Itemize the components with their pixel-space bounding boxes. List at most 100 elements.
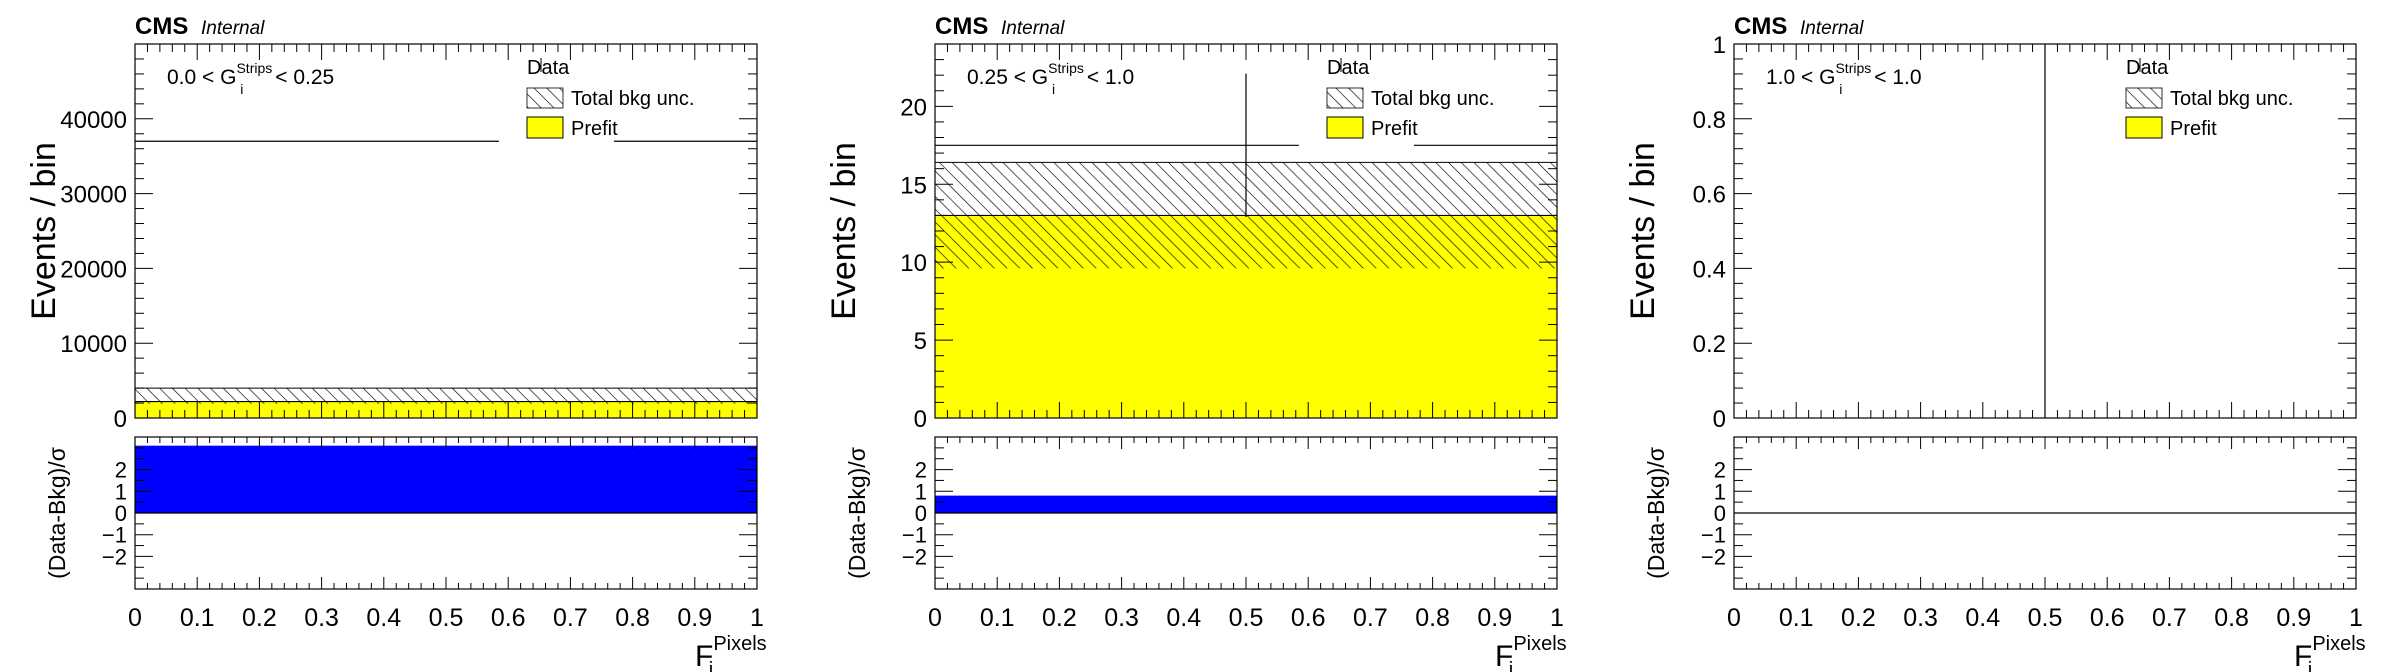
- region-label: 0.25 < GStrips i < 1.0: [967, 60, 1134, 97]
- x-tick-label: 0.1: [980, 604, 1015, 632]
- legend-unc-swatch: [1326, 87, 1364, 109]
- x-tick-label: 0.6: [2090, 604, 2125, 632]
- legend-prefit-swatch: [2125, 116, 2163, 139]
- pull-y-tick-label: 2: [1714, 458, 1726, 483]
- cms-label: CMS: [135, 13, 188, 40]
- internal-label: Internal: [201, 18, 265, 39]
- y-tick-label: 0.6: [1693, 182, 1726, 209]
- x-tick-label: 0.1: [180, 604, 215, 632]
- x-tick-label: 0.4: [1965, 604, 2000, 632]
- chart-panel-3: 0 0.2 0.4 0.6 0.8 1 Events / bin CMS Internal 1.0…: [1624, 13, 2366, 672]
- pull-bar: [135, 445, 757, 513]
- x-tick-label: 0.5: [2028, 604, 2063, 632]
- pull-y-tick-label: 1: [115, 479, 127, 504]
- legend-data-label: Data: [1327, 57, 1370, 79]
- y-tick-label: 1: [1713, 32, 1726, 59]
- region-label: 0.0 < GStrips i < 0.25: [167, 60, 334, 97]
- pull-y-tick-label: 1: [1714, 479, 1726, 504]
- legend-prefit-label: Prefit: [571, 118, 618, 140]
- x-tick-label: 0.6: [1291, 604, 1326, 632]
- uncertainty-band: [135, 388, 757, 404]
- x-tick-label: 0.4: [366, 604, 401, 632]
- internal-label: Internal: [1001, 18, 1065, 39]
- region-label: 1.0 < GStrips i < 1.0: [1766, 60, 1922, 97]
- x-tick-label: 0.3: [1104, 604, 1139, 632]
- x-tick-label: 0.8: [2214, 604, 2249, 632]
- x-tick-label: 0.1: [1779, 604, 1814, 632]
- cms-label: CMS: [935, 13, 988, 40]
- y-tick-label: 20: [900, 94, 927, 121]
- x-tick-label: 0: [128, 604, 142, 632]
- x-tick-label: 0.5: [1229, 604, 1264, 632]
- x-tick-label: 0.3: [1903, 604, 1938, 632]
- x-tick-label: 0: [928, 604, 942, 632]
- legend-data-label: Data: [2126, 57, 2169, 79]
- pull-y-tick-label: 2: [115, 458, 127, 483]
- x-tick-label: 0.9: [677, 604, 712, 632]
- x-tick-label: 0.7: [1353, 604, 1388, 632]
- y-tick-label: 30000: [60, 182, 127, 209]
- legend-unc-label: Total bkg unc.: [2170, 88, 2293, 110]
- x-tick-label: 1: [1550, 604, 1564, 632]
- pull-y-tick-label: 0: [115, 501, 127, 526]
- x-tick-label: 0.5: [429, 604, 464, 632]
- x-axis-title: FPixels i: [695, 633, 767, 672]
- y-tick-label: 10000: [60, 331, 127, 358]
- x-axis-title: FPixels i: [1495, 633, 1567, 672]
- legend-prefit-label: Prefit: [1371, 118, 1418, 140]
- chart-panel-1: 0 10000 20000 30000 40000 Events / bin CMS Inte…: [25, 13, 767, 672]
- pull-y-tick-label: 2: [915, 458, 927, 483]
- x-tick-label: 0.6: [491, 604, 526, 632]
- y-tick-label: 0.4: [1693, 256, 1726, 283]
- pull-y-tick-label: −2: [902, 544, 927, 569]
- y-tick-label: 10: [900, 250, 927, 277]
- pull-y-tick-label: 0: [1714, 501, 1726, 526]
- y-tick-label: 0.8: [1693, 107, 1726, 134]
- y-tick-label: 20000: [60, 256, 127, 283]
- y-axis-title: Events / bin: [1624, 142, 1662, 320]
- pull-y-tick-label: 1: [915, 479, 927, 504]
- y-tick-label: 15: [900, 172, 927, 199]
- x-tick-label: 0.9: [1477, 604, 1512, 632]
- pull-y-axis-title: (Data-Bkg)/σ: [844, 447, 870, 579]
- x-tick-label: 0.2: [1841, 604, 1876, 632]
- x-tick-label: 0.8: [1415, 604, 1450, 632]
- legend-unc-swatch: [526, 87, 564, 109]
- x-tick-label: 0.2: [242, 604, 277, 632]
- x-tick-label: 0.4: [1166, 604, 1201, 632]
- legend-prefit-swatch: [526, 116, 564, 139]
- x-tick-label: 0.7: [553, 604, 588, 632]
- x-tick-label: 1: [2349, 604, 2363, 632]
- y-tick-label: 0.2: [1693, 331, 1726, 358]
- legend-data-label: Data: [527, 57, 570, 79]
- legend-prefit-swatch: [1326, 116, 1364, 139]
- y-tick-label: 40000: [60, 107, 127, 134]
- pull-y-tick-label: 0: [915, 501, 927, 526]
- y-tick-label: 0: [914, 406, 927, 433]
- y-tick-label: 0: [114, 406, 127, 433]
- y-tick-label: 0: [1713, 406, 1726, 433]
- pull-y-tick-label: −1: [902, 523, 927, 548]
- pull-y-tick-label: −1: [102, 523, 127, 548]
- x-tick-label: 0.8: [615, 604, 650, 632]
- pull-y-tick-label: −2: [102, 544, 127, 569]
- legend-unc-label: Total bkg unc.: [1371, 88, 1494, 110]
- cms-label: CMS: [1734, 13, 1787, 40]
- y-axis-title: Events / bin: [825, 142, 863, 320]
- y-axis-title: Events / bin: [25, 142, 63, 320]
- legend-unc-swatch: [2125, 87, 2163, 109]
- pull-y-axis-title: (Data-Bkg)/σ: [1643, 447, 1669, 579]
- legend-unc-label: Total bkg unc.: [571, 88, 694, 110]
- x-tick-label: 0.7: [2152, 604, 2187, 632]
- internal-label: Internal: [1800, 18, 1864, 39]
- y-tick-label: 5: [914, 328, 927, 355]
- x-tick-label: 0.9: [2276, 604, 2311, 632]
- pull-bar: [935, 495, 1557, 513]
- x-tick-label: 0: [1727, 604, 1741, 632]
- x-tick-label: 0.3: [304, 604, 339, 632]
- legend-prefit-label: Prefit: [2170, 118, 2217, 140]
- pull-y-tick-label: −1: [1701, 523, 1726, 548]
- x-tick-label: 0.2: [1042, 604, 1077, 632]
